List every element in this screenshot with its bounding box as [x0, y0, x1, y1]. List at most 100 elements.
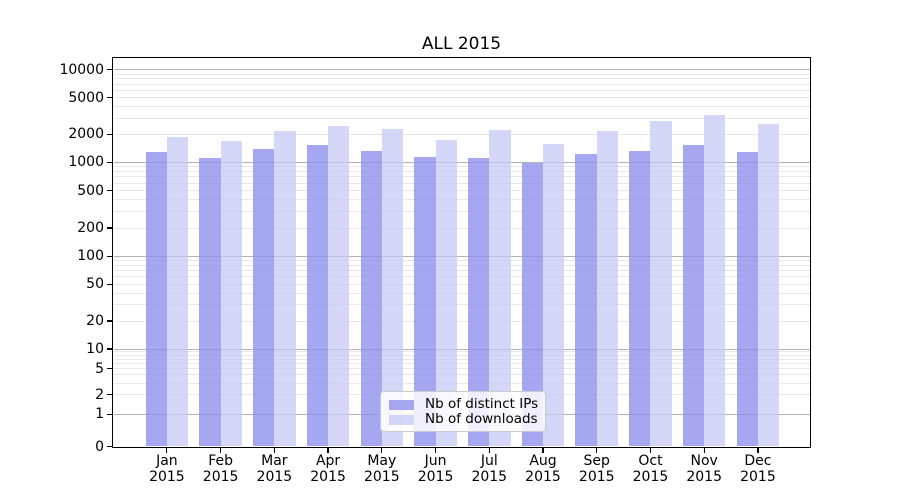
- gridline-minor: [113, 292, 810, 294]
- gridline-minor: [113, 368, 810, 370]
- gridline-minor: [113, 117, 810, 119]
- y-axis-tick-label: 1000: [68, 154, 104, 171]
- legend-item-distinct-ips: Nb of distinct IPs: [389, 396, 539, 412]
- y-axis-tick-label: 500: [77, 182, 104, 199]
- y-axis-tick-label: 200: [77, 220, 104, 236]
- gridline-minor: [113, 97, 810, 99]
- gridline-minor: [113, 276, 810, 278]
- x-axis-tick-year: 2015: [202, 468, 239, 485]
- gridline-major: [113, 348, 810, 350]
- y-axis-tick-label: 20: [86, 313, 104, 330]
- plot-frame: [112, 56, 811, 449]
- y-tick-mark: [107, 255, 112, 257]
- y-axis-tick-label: 50: [86, 276, 104, 293]
- gridline-minor: [113, 170, 810, 172]
- x-axis-tick-year: 2015: [256, 468, 293, 485]
- x-axis-tick-year: 2015: [310, 468, 346, 485]
- bar-downloads: [166, 136, 189, 447]
- gridline-minor: [113, 176, 810, 178]
- gridline-minor: [113, 78, 810, 80]
- x-axis-tick-label: Jan 2015: [122, 453, 212, 485]
- y-axis-tick-label: 10: [86, 341, 104, 357]
- x-axis-tick-label: Mar 2015: [229, 453, 319, 485]
- x-tick-mark: [649, 448, 652, 453]
- gridline-minor: [113, 133, 810, 135]
- bar-downloads: [596, 130, 619, 447]
- x-axis-tick-year: 2015: [471, 468, 508, 485]
- x-axis-tick-label: Aug 2015: [498, 453, 588, 485]
- bar-distinct-ips: [736, 151, 758, 447]
- x-axis-tick-year: 2015: [632, 468, 669, 485]
- x-axis-tick-label: Jul 2015: [444, 453, 534, 485]
- gridline-major: [113, 255, 810, 257]
- gridline-minor: [113, 227, 810, 229]
- x-axis-tick-label: May 2015: [337, 453, 427, 485]
- y-tick-mark: [107, 320, 112, 322]
- gridline-minor: [113, 264, 810, 266]
- x-axis-tick-year: 2015: [525, 468, 561, 485]
- gridline-major: [113, 69, 810, 71]
- bar-downloads: [757, 123, 780, 447]
- x-tick-mark: [488, 448, 490, 453]
- y-tick-mark: [107, 161, 112, 163]
- x-axis-tick-label: Feb 2015: [176, 453, 266, 485]
- x-tick-mark: [166, 448, 168, 453]
- y-axis-tick-label: 5: [95, 360, 104, 377]
- y-tick-mark: [107, 348, 112, 350]
- gridline-minor: [113, 382, 810, 384]
- y-tick-mark: [107, 189, 112, 192]
- gridline-minor: [113, 83, 810, 85]
- x-axis-tick-label: Nov 2015: [659, 453, 749, 485]
- bar-distinct-ips: [306, 145, 329, 447]
- y-tick-mark: [107, 368, 112, 370]
- x-axis-tick-year: 2015: [417, 468, 454, 485]
- x-axis-tick-label: Sep 2015: [552, 453, 642, 485]
- bar-downloads: [704, 114, 726, 447]
- y-axis-tick-label: 100: [77, 248, 104, 265]
- gridline-minor: [113, 166, 810, 168]
- gridline-major: [113, 161, 810, 163]
- gridline-minor: [113, 199, 810, 201]
- chart-title: ALL 2015: [421, 34, 502, 54]
- gridline-minor: [113, 270, 810, 272]
- y-axis-tick-label: 1: [95, 406, 104, 423]
- gridline-minor: [113, 182, 810, 184]
- gridline-minor: [113, 374, 810, 376]
- legend: Nb of distinct IPs Nb of downloads: [380, 391, 546, 432]
- legend-swatch-distinct-ips: [389, 399, 414, 410]
- bar-distinct-ips: [145, 152, 167, 447]
- gridline-minor: [113, 190, 810, 192]
- gridline-minor: [113, 283, 810, 285]
- gridline-minor: [113, 304, 810, 306]
- gridline-minor: [113, 73, 810, 75]
- x-axis-tick-year: 2015: [363, 468, 400, 485]
- x-axis-tick-year: 2015: [149, 468, 185, 485]
- gridline-minor: [113, 351, 810, 353]
- gridline-minor: [113, 320, 810, 322]
- y-tick-mark: [107, 69, 112, 71]
- x-tick-mark: [327, 448, 329, 453]
- x-axis-tick-year: 2015: [686, 468, 722, 485]
- bar-downloads: [650, 121, 672, 447]
- x-tick-mark: [703, 448, 705, 453]
- y-tick-mark: [107, 394, 112, 396]
- legend-label-distinct-ips: Nb of distinct IPs: [425, 396, 539, 412]
- gridline-minor: [113, 358, 810, 360]
- y-axis-tick-label: 10000: [59, 61, 104, 78]
- legend-label-downloads: Nb of downloads: [425, 411, 538, 427]
- bar-distinct-ips: [253, 149, 275, 447]
- x-axis-tick-label: Apr 2015: [283, 453, 373, 485]
- x-tick-mark: [381, 448, 383, 453]
- bar-distinct-ips: [575, 154, 597, 447]
- gridline-minor: [113, 362, 810, 364]
- y-axis-tick-label: 2: [95, 386, 104, 403]
- y-tick-mark: [107, 445, 112, 448]
- legend-item-downloads: Nb of downloads: [389, 411, 538, 427]
- bar-distinct-ips: [199, 158, 221, 447]
- x-axis-tick-year: 2015: [578, 468, 615, 485]
- legend-swatch-downloads: [389, 414, 414, 425]
- bar-distinct-ips: [682, 145, 705, 447]
- y-tick-mark: [107, 283, 112, 285]
- y-axis-tick-label: 2000: [68, 126, 104, 143]
